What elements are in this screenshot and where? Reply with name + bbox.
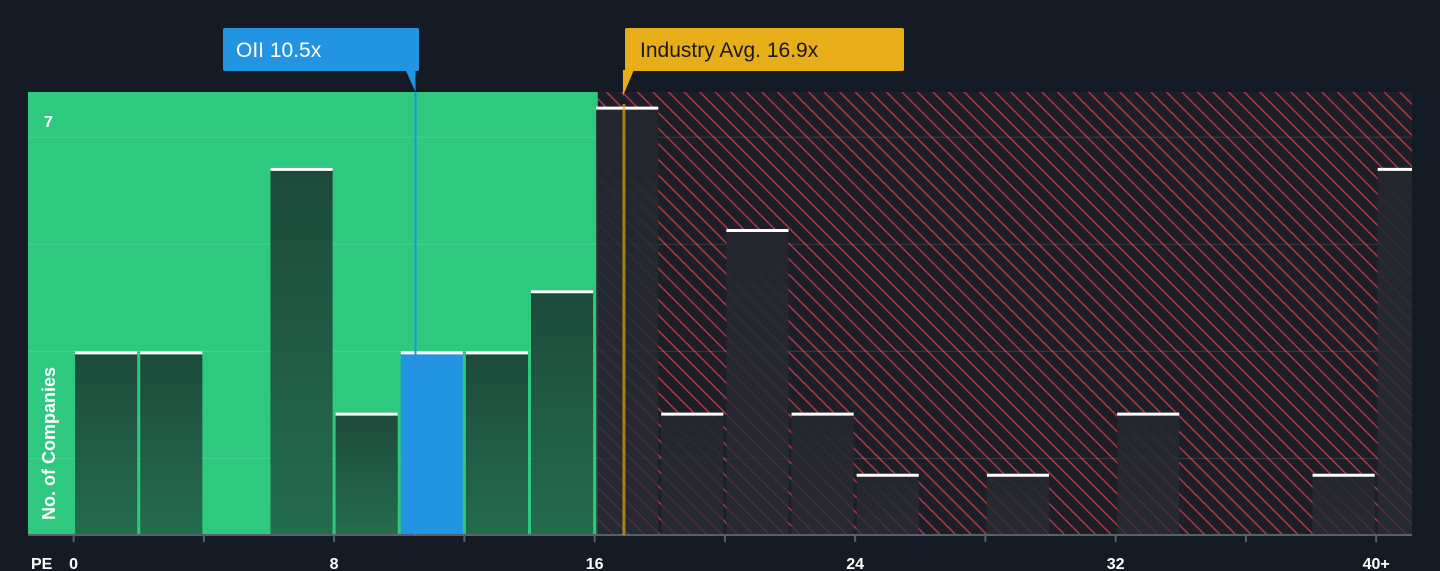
y-axis-label: No. of Companies xyxy=(39,367,59,520)
bar-10 xyxy=(400,351,463,535)
x-tick-label-40+: 40+ xyxy=(1363,556,1390,571)
gridlines xyxy=(28,136,1412,460)
bar-6 xyxy=(270,167,333,535)
y-max-label: 7 xyxy=(44,114,53,131)
bar-38 xyxy=(1312,473,1375,535)
x-axis-label: PE xyxy=(31,556,53,571)
company-callout-pointer xyxy=(405,70,416,92)
bars xyxy=(75,106,1412,535)
bar-28 xyxy=(986,473,1050,535)
company-callout-label: OII 10.5x xyxy=(236,39,322,62)
industry-callout-box xyxy=(625,28,904,71)
bar-2 xyxy=(140,351,203,535)
bar-32 xyxy=(1117,412,1180,535)
markers: OII 10.5x Industry Avg. 16.9x xyxy=(223,28,904,535)
bar-8 xyxy=(335,412,398,535)
bar-20 xyxy=(726,229,789,535)
bar-40 xyxy=(1377,167,1412,535)
company-callout-box xyxy=(223,28,419,71)
x-tick-label-32: 32 xyxy=(1107,556,1125,571)
x-axis: 0 8 16 24 32 40+ xyxy=(28,534,1412,571)
x-tick-label-24: 24 xyxy=(846,556,864,571)
bar-12 xyxy=(465,351,528,535)
x-tick-label-0: 0 xyxy=(69,556,78,571)
industry-callout-pointer xyxy=(622,70,634,96)
zones xyxy=(28,92,1412,535)
bar-0 xyxy=(75,351,138,535)
x-tick-label-16: 16 xyxy=(586,556,604,571)
bar-22 xyxy=(791,412,854,535)
x-tick-label-8: 8 xyxy=(330,556,339,571)
bar-24 xyxy=(856,473,919,535)
bar-16 xyxy=(596,106,659,535)
bar-14 xyxy=(530,290,594,535)
industry-callout-label: Industry Avg. 16.9x xyxy=(640,39,819,62)
bar-18 xyxy=(661,412,724,535)
